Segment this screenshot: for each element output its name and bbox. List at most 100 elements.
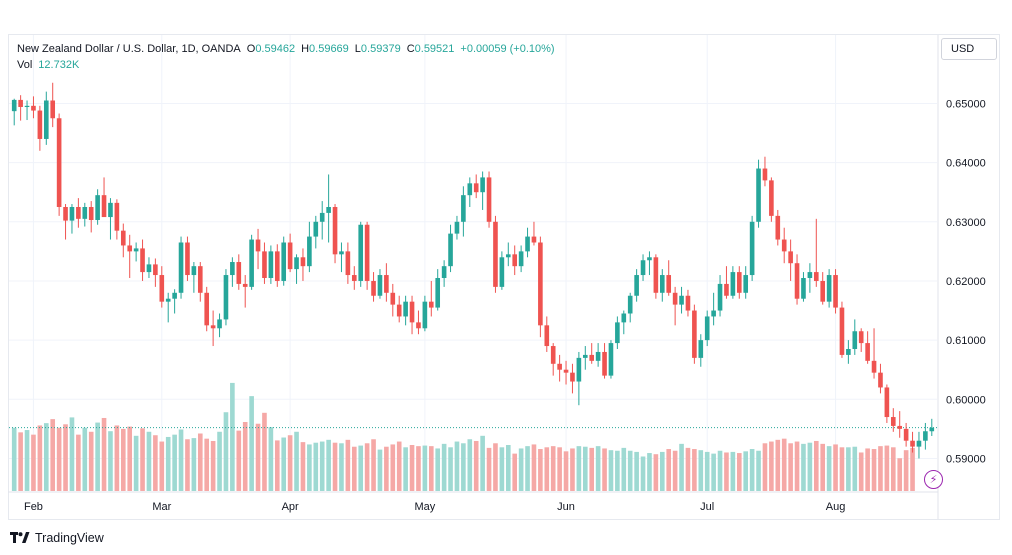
- candle-body: [756, 168, 761, 222]
- candle-body: [345, 251, 351, 276]
- candle-body: [300, 257, 306, 267]
- volume-bar: [704, 451, 710, 491]
- volume-bar: [653, 454, 659, 491]
- volume-bar: [871, 449, 877, 491]
- legend-open-label: O: [246, 43, 256, 55]
- candle-body: [640, 260, 646, 276]
- legend-high-label: H: [301, 43, 310, 55]
- volume-bar: [621, 447, 627, 491]
- candle-body: [865, 343, 870, 361]
- volume-bar: [31, 434, 36, 491]
- volume-bar: [852, 446, 858, 491]
- y-tick-label: 0.59000: [946, 453, 986, 465]
- volume-bar: [473, 440, 479, 491]
- candle-body: [133, 248, 139, 252]
- volume-bar: [396, 441, 402, 491]
- volume-bar: [538, 449, 543, 491]
- volume-bar: [435, 448, 441, 491]
- volume-bar: [197, 433, 203, 491]
- candle-body: [358, 224, 364, 281]
- currency-button[interactable]: USD: [941, 38, 997, 60]
- tradingview-logo-icon: [10, 532, 30, 543]
- candle-body: [903, 428, 909, 441]
- candle-body: [63, 207, 68, 221]
- candle-body: [833, 275, 838, 308]
- volume-bar: [679, 443, 684, 491]
- volume-bar: [582, 446, 588, 491]
- legend-close-value: 0.59521: [414, 43, 455, 55]
- volume-bar: [191, 438, 197, 491]
- candle-body: [576, 357, 582, 382]
- candle-body: [775, 215, 781, 240]
- x-tick-label: Aug: [826, 501, 846, 513]
- candle-body: [165, 298, 171, 302]
- candle-body: [95, 195, 100, 221]
- candle-body: [762, 168, 768, 181]
- volume-bar: [884, 445, 890, 491]
- volume-bar: [749, 449, 755, 491]
- candle-body: [550, 346, 556, 364]
- candle-body: [326, 207, 331, 213]
- candle-body: [178, 242, 184, 293]
- candle-body: [794, 263, 800, 299]
- candle-body: [230, 262, 235, 276]
- volume-bar: [820, 443, 826, 491]
- volume-bar: [50, 419, 56, 491]
- volume-bar: [172, 434, 177, 491]
- volume-bar: [409, 445, 415, 491]
- legend-symbol: New Zealand Dollar / U.S. Dollar, 1D, OA…: [17, 43, 241, 55]
- candle-body: [140, 248, 145, 273]
- volume-bar: [153, 435, 158, 491]
- candle-body: [589, 354, 595, 361]
- tradingview-brand[interactable]: TradingView: [10, 528, 104, 548]
- volume-bar: [608, 450, 614, 491]
- candle-body: [582, 354, 588, 358]
- candle-body: [788, 251, 793, 264]
- volume-bar: [351, 446, 357, 491]
- candle-body: [217, 319, 222, 329]
- volume-bar: [307, 444, 312, 491]
- volume-bar: [833, 444, 838, 491]
- volume-bar: [865, 448, 870, 491]
- volume-bar: [480, 435, 485, 491]
- candle-body: [339, 251, 344, 255]
- volume-bar: [358, 445, 364, 491]
- volume-bar: [557, 447, 562, 491]
- volume-bar: [602, 448, 607, 491]
- volume-bar: [615, 450, 620, 491]
- candle-body: [294, 257, 299, 270]
- volume-bar: [339, 443, 344, 491]
- candle-body: [255, 239, 261, 252]
- candle-body: [717, 283, 723, 311]
- candle-body: [563, 369, 569, 373]
- candle-body: [204, 292, 210, 326]
- candle-body: [608, 343, 614, 376]
- candle-body: [801, 278, 806, 299]
- volume-bar: [24, 430, 30, 491]
- candle-body: [409, 301, 415, 323]
- volume-bar: [101, 417, 107, 491]
- volume-bar: [133, 435, 139, 491]
- candle-body: [43, 100, 49, 139]
- legend-ohlc-row: New Zealand Dollar / U.S. Dollar, 1D, OA…: [17, 41, 555, 57]
- volume-bar: [281, 437, 287, 491]
- flash-icon[interactable]: ⚡: [924, 470, 943, 489]
- volume-bar: [210, 440, 216, 491]
- candle-body: [473, 183, 479, 193]
- candle-body: [127, 245, 133, 252]
- candle-body: [82, 207, 88, 219]
- volume-bar: [762, 443, 768, 491]
- volume-bar: [724, 452, 729, 491]
- volume-bar: [422, 445, 428, 491]
- volume-bar: [550, 446, 556, 491]
- volume-bar: [223, 412, 229, 491]
- candle-body: [120, 230, 126, 246]
- volume-bar: [262, 412, 267, 491]
- volume-bar: [788, 443, 793, 491]
- volume-bar: [204, 438, 210, 491]
- candle-body: [890, 417, 896, 426]
- candle-body: [396, 304, 402, 317]
- volume-bar: [274, 440, 280, 491]
- volume-bar: [371, 439, 376, 491]
